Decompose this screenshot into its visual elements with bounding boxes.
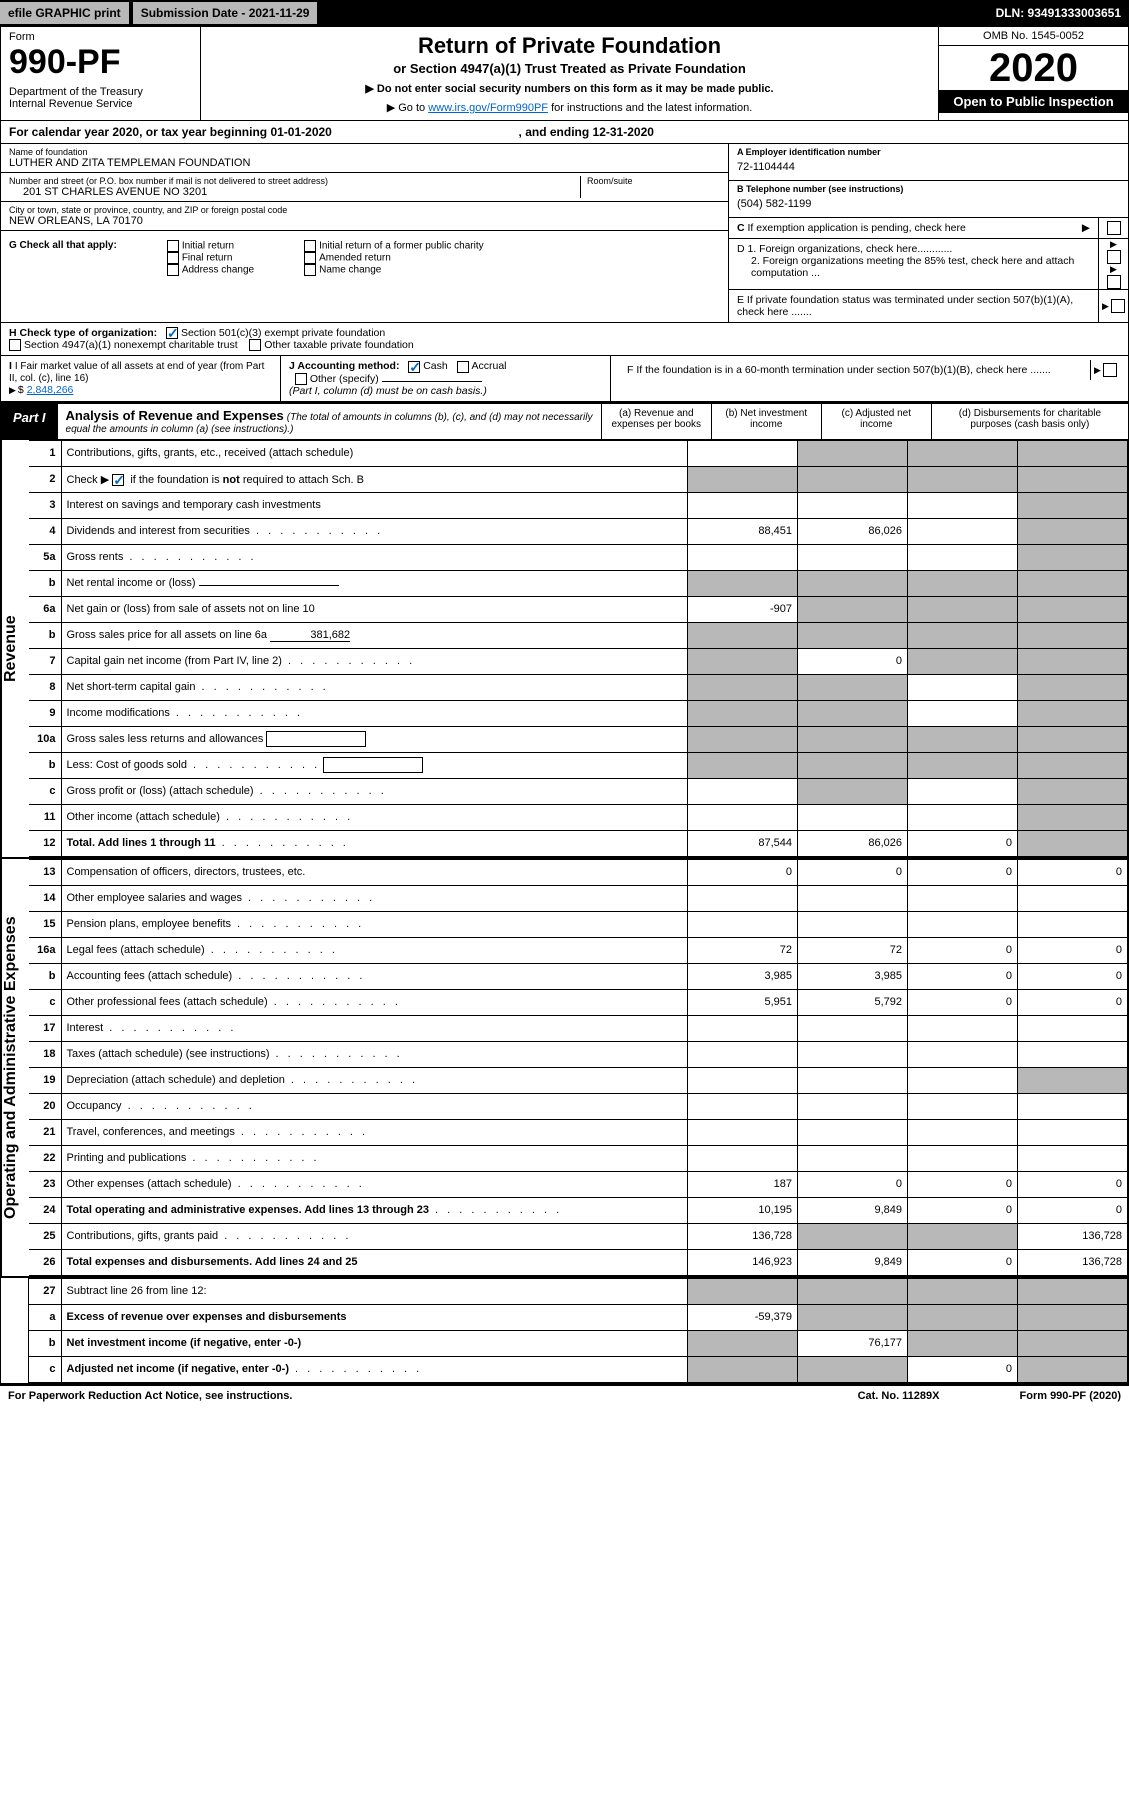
- chk-501c3[interactable]: [166, 327, 178, 339]
- e-label: E If private foundation status was termi…: [729, 290, 1098, 322]
- revenue-section: Revenue 1Contributions, gifts, grants, e…: [1, 440, 1128, 859]
- row-h: H Check type of organization: Section 50…: [1, 323, 1128, 356]
- chk-address[interactable]: [167, 264, 179, 276]
- i-label: I Fair market value of all assets at end…: [9, 361, 264, 384]
- efile-label: efile GRAPHIC print: [0, 2, 129, 24]
- inspection-label: Open to Public Inspection: [939, 90, 1128, 113]
- chk-d1[interactable]: [1107, 250, 1121, 264]
- foundation-addr: 201 ST CHARLES AVENUE NO 3201: [9, 186, 580, 198]
- expenses-side-label: Operating and Administrative Expenses: [1, 859, 29, 1276]
- col-b: (b) Net investment income: [711, 404, 821, 439]
- footer-mid: Cat. No. 11289X: [858, 1390, 940, 1402]
- top-bar: efile GRAPHIC print Submission Date - 20…: [0, 0, 1129, 26]
- form-container: Form 990-PF Department of the Treasury I…: [0, 26, 1129, 1386]
- summary-section: 27Subtract line 26 from line 12: aExcess…: [1, 1278, 1128, 1385]
- form-title: Return of Private Foundation: [211, 33, 928, 59]
- expenses-section: Operating and Administrative Expenses 13…: [1, 859, 1128, 1278]
- chk-cash[interactable]: [408, 361, 420, 373]
- footer-right: Form 990-PF (2020): [1020, 1390, 1122, 1402]
- calendar-year-row: For calendar year 2020, or tax year begi…: [1, 121, 1128, 144]
- col-d: (d) Disbursements for charitable purpose…: [931, 404, 1128, 439]
- chk-other-tax[interactable]: [249, 339, 261, 351]
- c-label: C C If exemption application is pending,…: [729, 218, 1098, 238]
- foundation-info: Name of foundation LUTHER AND ZITA TEMPL…: [1, 144, 1128, 323]
- foundation-city: NEW ORLEANS, LA 70170: [9, 215, 720, 227]
- form-label: Form: [9, 31, 192, 43]
- chk-accrual[interactable]: [457, 361, 469, 373]
- city-label: City or town, state or province, country…: [9, 205, 720, 215]
- footer-left: For Paperwork Reduction Act Notice, see …: [8, 1390, 292, 1402]
- dept-label: Department of the Treasury Internal Reve…: [9, 86, 192, 110]
- page-footer: For Paperwork Reduction Act Notice, see …: [0, 1386, 1129, 1406]
- chk-other-acct[interactable]: [295, 373, 307, 385]
- part1-header: Part I Analysis of Revenue and Expenses …: [1, 402, 1128, 440]
- note-ssn: ▶ Do not enter social security numbers o…: [211, 82, 928, 95]
- ein-label: A Employer identification number: [737, 147, 1120, 157]
- j-note: (Part I, column (d) must be on cash basi…: [289, 385, 487, 397]
- chk-final[interactable]: [167, 252, 179, 264]
- ein-value: 72-1104444: [737, 157, 1120, 177]
- chk-4947[interactable]: [9, 339, 21, 351]
- col-c: (c) Adjusted net income: [821, 404, 931, 439]
- f-label: F If the foundation is in a 60-month ter…: [619, 360, 1090, 380]
- chk-d2[interactable]: [1107, 275, 1121, 289]
- g-label: G Check all that apply:: [9, 240, 117, 251]
- chk-initial[interactable]: [167, 240, 179, 252]
- form-header: Form 990-PF Department of the Treasury I…: [1, 27, 1128, 121]
- d-label: D 1. Foreign organizations, check here..…: [729, 239, 1098, 289]
- omb-number: OMB No. 1545-0052: [939, 27, 1128, 46]
- form-subtitle: or Section 4947(a)(1) Trust Treated as P…: [211, 61, 928, 76]
- j-label: J Accounting method:: [289, 360, 399, 372]
- phone-label: B Telephone number (see instructions): [737, 184, 1120, 194]
- h-label: H Check type of organization:: [9, 327, 157, 339]
- dln-label: DLN: 93491333003651: [988, 2, 1129, 24]
- chk-name[interactable]: [304, 264, 316, 276]
- foundation-name: LUTHER AND ZITA TEMPLEMAN FOUNDATION: [9, 157, 720, 169]
- revenue-table: 1Contributions, gifts, grants, etc., rec…: [29, 440, 1128, 857]
- form-number: 990-PF: [9, 43, 192, 82]
- col-a: (a) Revenue and expenses per books: [601, 404, 711, 439]
- part-tag: Part I: [1, 404, 58, 439]
- chk-e[interactable]: [1111, 299, 1125, 313]
- part1-title: Analysis of Revenue and Expenses: [66, 408, 284, 423]
- row-ijf: I I Fair market value of all assets at e…: [1, 356, 1128, 401]
- fmv-value[interactable]: 2,848,266: [27, 384, 74, 396]
- name-label: Name of foundation: [9, 147, 720, 157]
- note-link: ▶ Go to www.irs.gov/Form990PF for instru…: [211, 101, 928, 114]
- addr-label: Number and street (or P.O. box number if…: [9, 176, 580, 186]
- chk-initial-former[interactable]: [304, 240, 316, 252]
- revenue-side-label: Revenue: [1, 440, 29, 857]
- phone-value: (504) 582-1199: [737, 194, 1120, 214]
- irs-link[interactable]: www.irs.gov/Form990PF: [428, 102, 548, 114]
- room-label: Room/suite: [587, 176, 720, 186]
- chk-amended[interactable]: [304, 252, 316, 264]
- submission-date: Submission Date - 2021-11-29: [133, 2, 318, 24]
- chk-schb[interactable]: [112, 474, 124, 486]
- summary-table: 27Subtract line 26 from line 12: aExcess…: [29, 1278, 1128, 1383]
- chk-f[interactable]: [1103, 363, 1117, 377]
- chk-c[interactable]: [1107, 221, 1121, 235]
- expenses-table: 13Compensation of officers, directors, t…: [29, 859, 1128, 1276]
- tax-year: 2020: [939, 46, 1128, 90]
